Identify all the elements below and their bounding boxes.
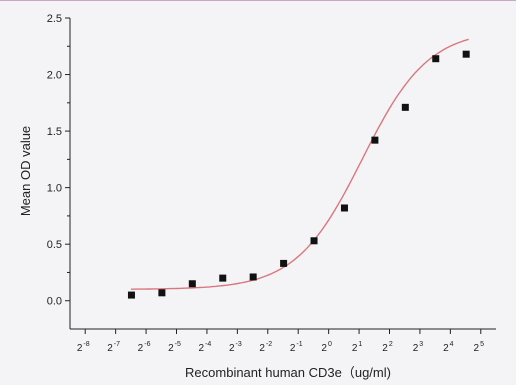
x-tick-label: 20	[321, 341, 332, 354]
y-axis-title: Mean OD value	[18, 126, 33, 216]
data-point	[371, 136, 379, 144]
data-point	[280, 259, 288, 267]
x-tick-label: 2-6	[138, 341, 151, 354]
data-point	[462, 50, 470, 58]
x-tick-label: 24	[443, 341, 454, 354]
data-point	[340, 204, 348, 212]
x-tick-label: 23	[413, 341, 424, 354]
x-axis-title: Recombinant human CD3e（ug/ml)	[185, 365, 391, 380]
data-point	[127, 291, 135, 299]
data-point	[401, 103, 409, 111]
y-tick-label: 1.5	[47, 126, 62, 138]
x-tick-label: 2-1	[290, 341, 303, 354]
x-tick-label: 25	[474, 341, 485, 354]
axes: 0.0 0.5 1.0 1.5 2.0 2.5 2-8 2-7 2-6 2-5 2-4 2-3 2-2 2…	[47, 13, 496, 354]
x-tick-label: 2-4	[199, 341, 212, 354]
y-tick-label: 2.5	[47, 13, 62, 25]
data-point	[432, 55, 440, 63]
axis-labels: Recombinant human CD3e（ug/ml) Mean OD va…	[18, 126, 391, 380]
plot-area	[127, 38, 470, 299]
y-tick-label: 1.0	[47, 183, 62, 195]
y-tick-label: 2.0	[47, 70, 62, 82]
x-tick-label: 2-5	[168, 341, 181, 354]
data-point	[158, 289, 166, 297]
x-tick-label: 21	[352, 341, 363, 354]
x-tick-label: 2-7	[107, 341, 120, 354]
x-tick-label: 22	[382, 341, 393, 354]
x-tick-label: 2-8	[77, 341, 90, 354]
fit-curve	[130, 38, 469, 290]
y-tick-label: 0.5	[47, 239, 62, 251]
y-tick-label: 0.0	[47, 296, 62, 308]
data-point	[219, 274, 227, 282]
x-tick-label: 2-3	[229, 341, 242, 354]
data-point	[188, 280, 196, 288]
data-point	[249, 273, 257, 281]
data-point	[310, 237, 318, 245]
x-tick-label: 2-2	[259, 341, 272, 354]
